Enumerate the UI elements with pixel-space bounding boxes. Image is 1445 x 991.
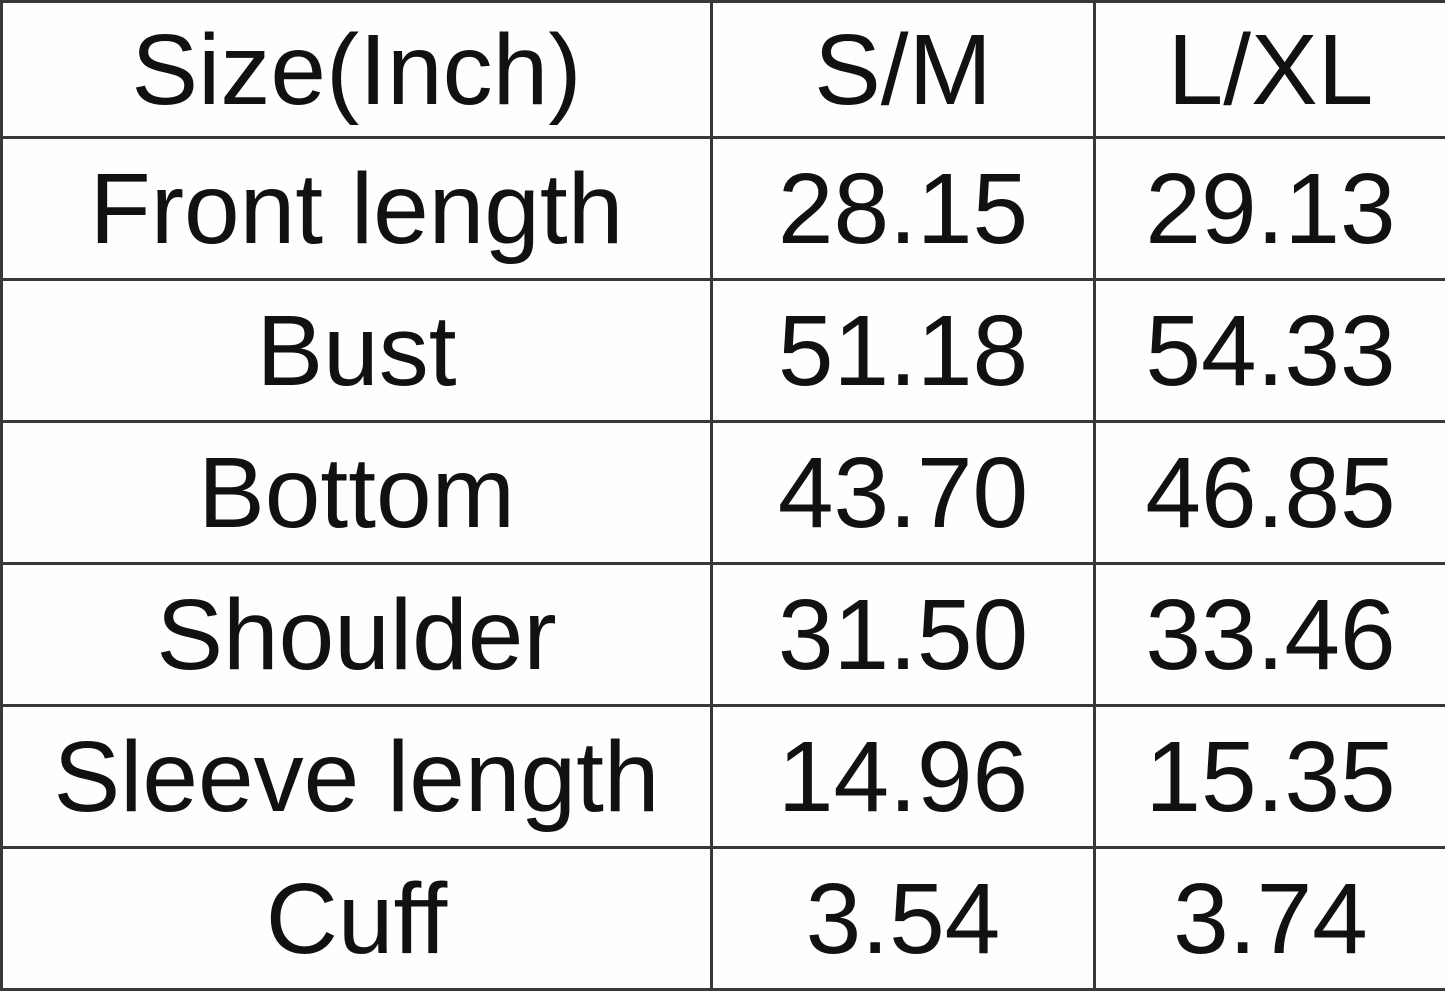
measurement-value-cell: 43.70 [712,422,1095,564]
column-header-lxl: L/XL [1095,2,1445,138]
measurement-label-cell: Sleeve length [2,706,712,848]
measurement-label-cell: Front length [2,138,712,280]
measurement-value-cell: 31.50 [712,564,1095,706]
measurement-label-cell: Bust [2,280,712,422]
measurement-value-cell: 29.13 [1095,138,1445,280]
measurement-value-cell: 3.54 [712,848,1095,990]
table-header-row: Size(Inch) S/M L/XL [2,2,1445,138]
column-header-sm: S/M [712,2,1095,138]
measurement-label-cell: Bottom [2,422,712,564]
measurement-value-cell: 14.96 [712,706,1095,848]
measurement-value-cell: 3.74 [1095,848,1445,990]
measurement-value-cell: 28.15 [712,138,1095,280]
measurement-value-cell: 46.85 [1095,422,1445,564]
measurement-value-cell: 15.35 [1095,706,1445,848]
column-header-size-unit: Size(Inch) [2,2,712,138]
measurement-label-cell: Shoulder [2,564,712,706]
measurement-value-cell: 51.18 [712,280,1095,422]
measurement-value-cell: 33.46 [1095,564,1445,706]
measurement-label-cell: Cuff [2,848,712,990]
measurement-value-cell: 54.33 [1095,280,1445,422]
